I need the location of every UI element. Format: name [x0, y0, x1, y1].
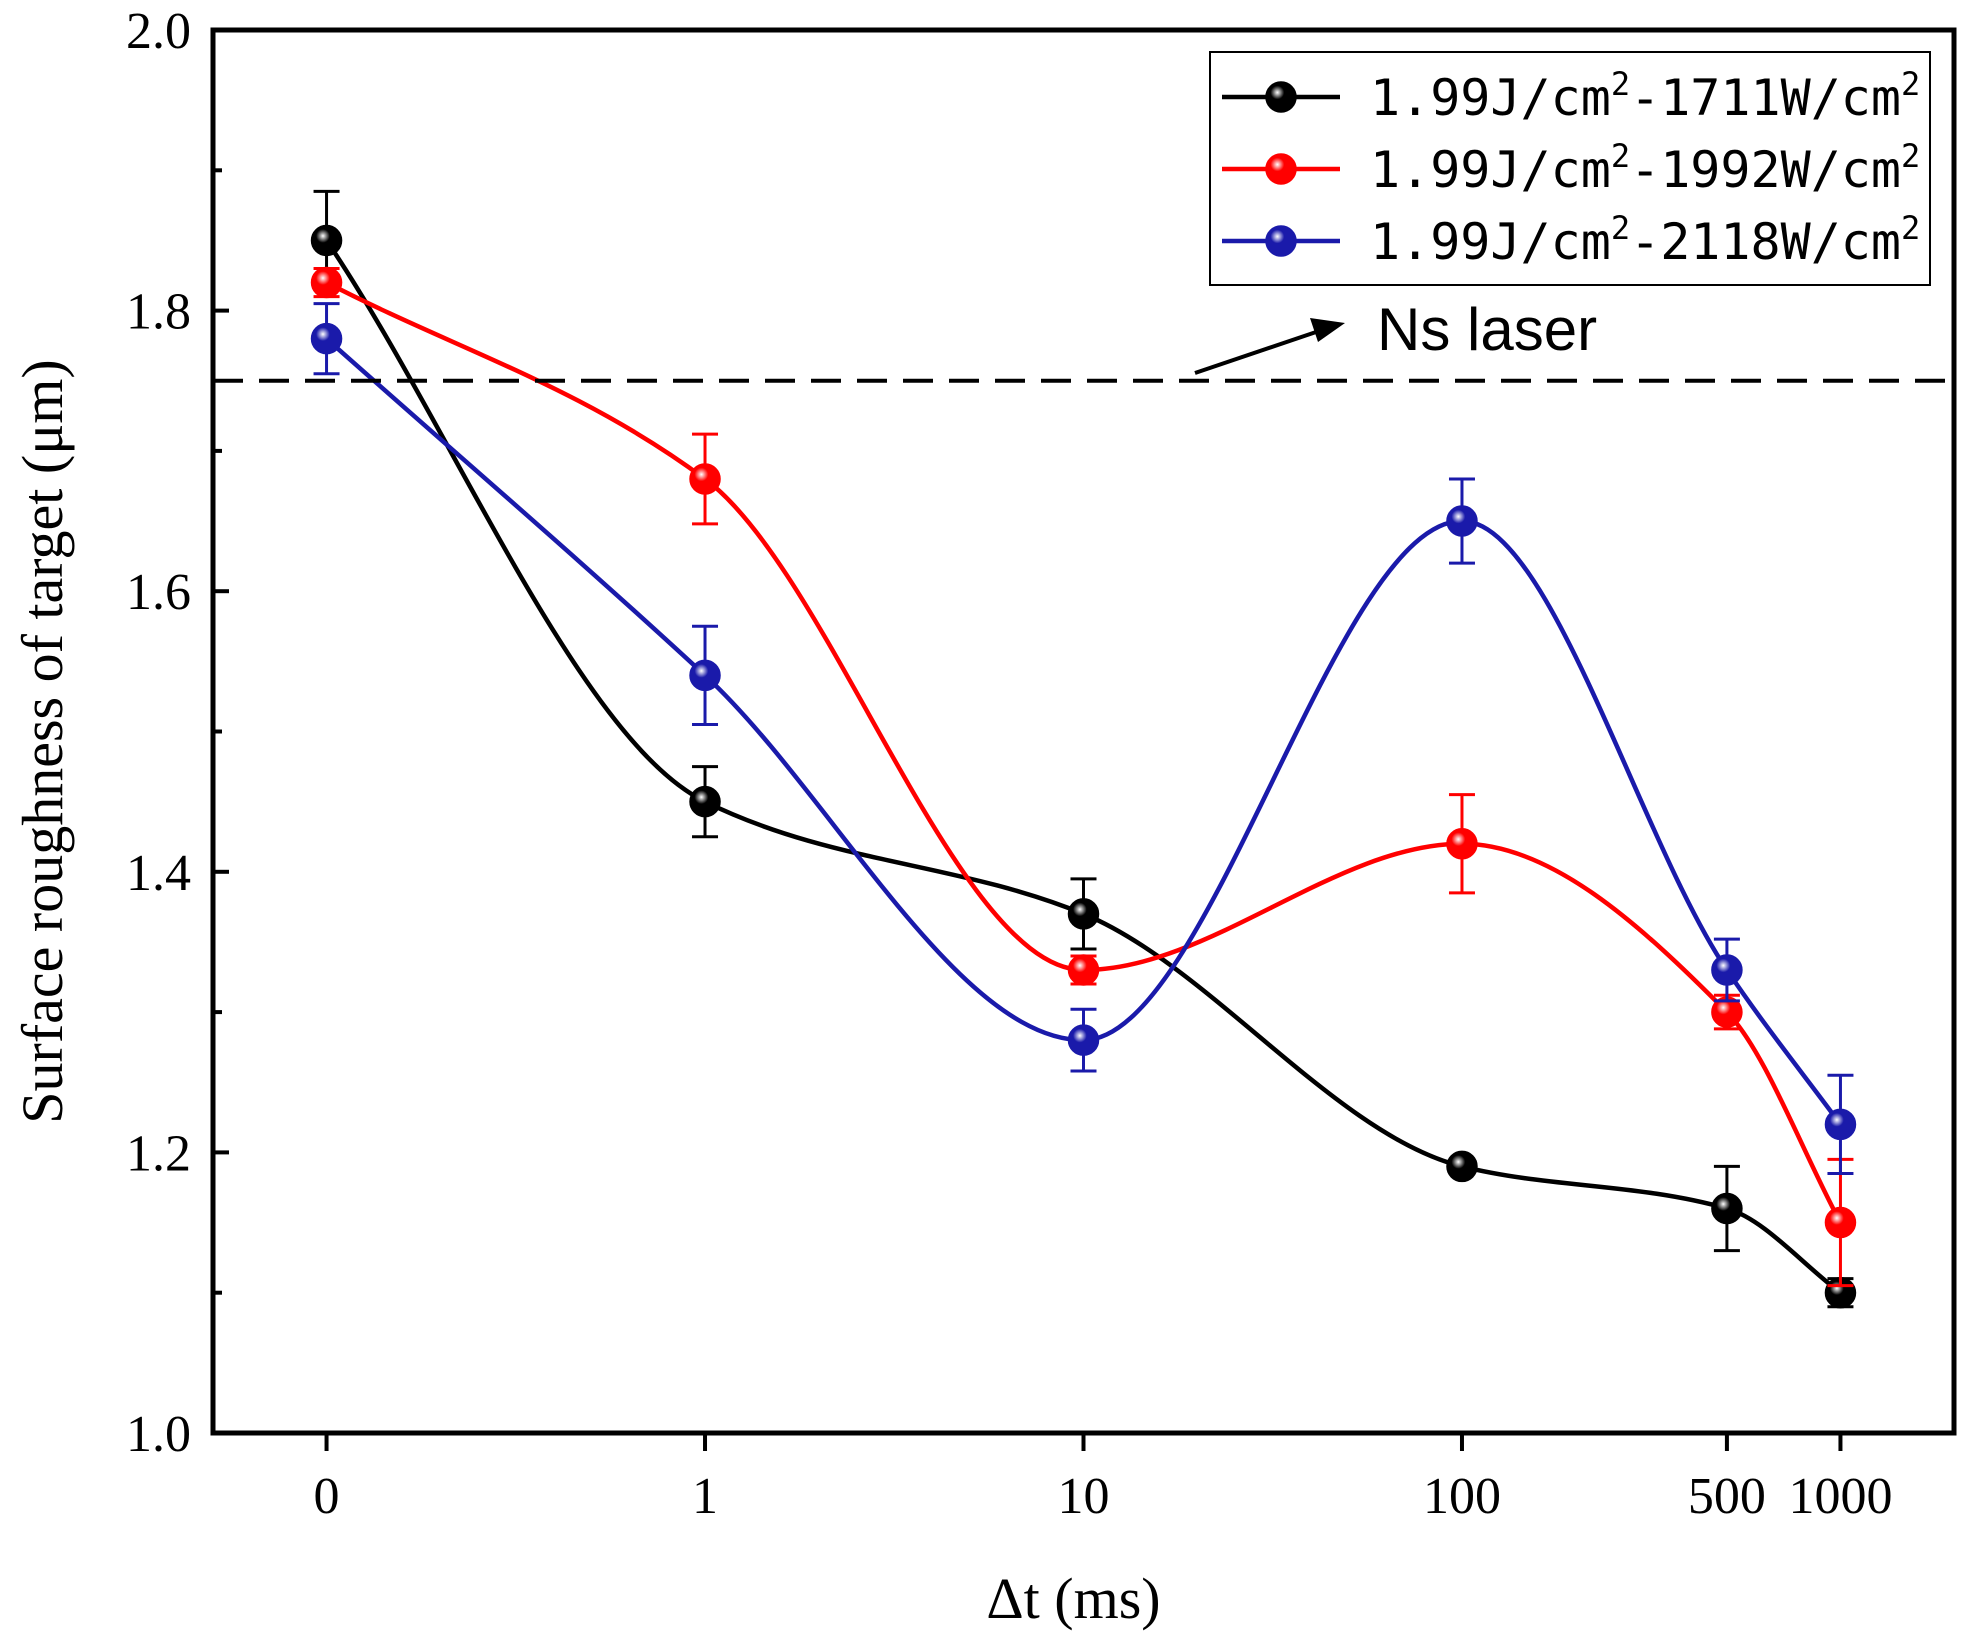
legend-label-superscript: 2 [1901, 65, 1920, 103]
series-2 [310, 266, 1857, 1288]
data-point [1067, 1024, 1100, 1056]
x-tick-label: 100 [1423, 1468, 1501, 1525]
legend-label: 1.99J/cm2-1711W/cm2 [1370, 65, 1920, 127]
data-point [1446, 827, 1478, 860]
ns-laser-label: Ns laser [1377, 296, 1597, 363]
data-point [310, 322, 343, 355]
axis-titles: Δt (ms) Surface roughness of target (μm) [10, 359, 1161, 1631]
annotation-arrow-shaft [1194, 328, 1323, 375]
x-tick-label: 0 [314, 1468, 340, 1525]
y-tick-label: 1.2 [126, 1125, 191, 1182]
y-tick-label: 1.4 [126, 845, 191, 902]
legend-label-text: 1.99J/cm [1370, 213, 1611, 271]
legend-swatch-marker [1265, 153, 1297, 185]
series-line [324, 239, 1842, 1295]
x-axis-title: Δt (ms) [986, 1566, 1160, 1631]
legend-item-3: 1.99J/cm2-2118W/cm2 [1222, 209, 1920, 271]
data-point [1446, 1150, 1478, 1183]
y-tick-label: 1.0 [126, 1406, 191, 1463]
data-point [689, 659, 721, 692]
y-axis-title: Surface roughness of target (μm) [10, 359, 75, 1123]
legend-label: 1.99J/cm2-2118W/cm2 [1370, 209, 1920, 271]
legend-label-superscript: 2 [1611, 65, 1630, 103]
y-tick-label: 1.8 [126, 284, 191, 341]
data-point [689, 785, 721, 818]
series-line [325, 280, 1843, 1224]
legend-label: 1.99J/cm2-1992W/cm2 [1370, 137, 1920, 199]
legend-swatch-marker [1265, 81, 1297, 113]
legend: 1.99J/cm2-1711W/cm21.99J/cm2-1992W/cm21.… [1209, 51, 1931, 286]
data-point [1067, 898, 1100, 930]
data-point [1824, 1108, 1857, 1141]
data-point [310, 224, 343, 257]
legend-label-text: 1.99J/cm [1370, 69, 1611, 127]
y-tick-label: 2.0 [126, 3, 191, 60]
legend-label-superscript: 2 [1901, 209, 1920, 247]
y-tick-label: 1.6 [126, 564, 191, 621]
legend-label-text: -1992W/cm [1630, 141, 1901, 199]
data-point [1711, 954, 1743, 986]
x-tick-label: 500 [1688, 1468, 1766, 1525]
legend-label-text: -2118W/cm [1630, 213, 1901, 271]
series-3 [310, 302, 1857, 1175]
reference-line-group: Ns laser [213, 296, 1954, 383]
x-tick-label: 10 [1058, 1468, 1110, 1525]
series-layer [310, 189, 1857, 1309]
legend-item-2: 1.99J/cm2-1992W/cm2 [1222, 137, 1920, 199]
data-point [310, 266, 343, 299]
data-point [1711, 1192, 1743, 1225]
data-point [689, 463, 721, 495]
legend-label-superscript: 2 [1611, 209, 1630, 247]
legend-label-text: -1711W/cm [1630, 69, 1901, 127]
data-point [1446, 505, 1478, 537]
data-point [1824, 1206, 1857, 1239]
legend-swatch-marker [1265, 225, 1297, 257]
axis-ticks: 1.0 1.2 1.4 1.6 1.8 2.0 0 1 10 100 500 1000 [126, 3, 1892, 1525]
series-line [325, 336, 1843, 1126]
x-tick-label: 1000 [1788, 1468, 1892, 1525]
x-tick-label: 1 [692, 1468, 718, 1525]
annotation-arrow-head [1310, 318, 1345, 342]
legend-label-superscript: 2 [1611, 137, 1630, 175]
legend-label-text: 1.99J/cm [1370, 141, 1611, 199]
legend-label-superscript: 2 [1901, 137, 1920, 175]
data-point [1067, 954, 1100, 986]
legend-item-1: 1.99J/cm2-1711W/cm2 [1222, 65, 1920, 127]
series-1 [310, 189, 1857, 1309]
